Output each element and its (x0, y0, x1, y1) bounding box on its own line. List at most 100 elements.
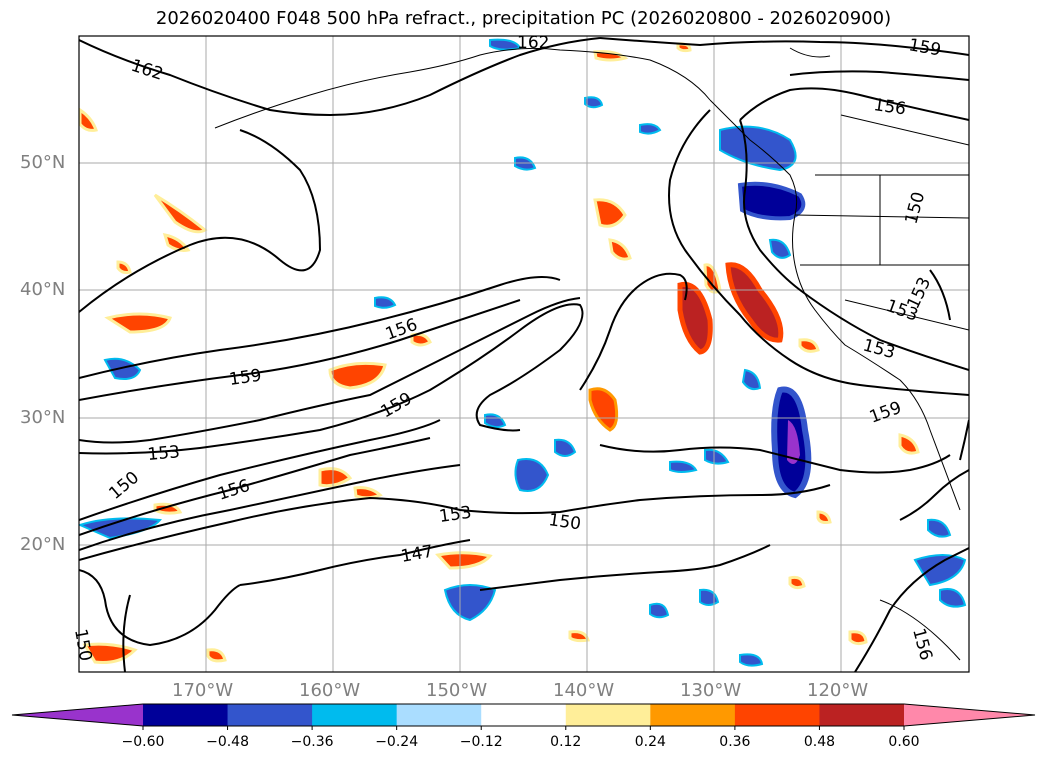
colorbar-segment (396, 704, 482, 726)
precip-blob (435, 551, 493, 570)
colorbar-tick-label: 0.12 (550, 734, 582, 750)
colorbar-segment (819, 704, 905, 726)
contour-label: 159 (378, 389, 416, 423)
lon-label-160w: 160°W (299, 680, 361, 701)
precip-blob (103, 357, 142, 380)
lon-label-150w: 150°W (426, 680, 488, 701)
colorbar-tick-label: 0.24 (634, 734, 666, 750)
precip-blob (162, 233, 191, 252)
colorbar-tick-label: −0.12 (459, 734, 503, 750)
contour-label: 159 (867, 398, 904, 428)
contour-label-group: 162 162 159 156 156 159 153 150 156 159 … (70, 33, 942, 663)
colorbar-segment (227, 704, 313, 726)
contour-label: 150 (70, 627, 95, 662)
precip-blob (116, 260, 132, 274)
lon-label-130w: 130°W (680, 680, 742, 701)
precip-blob (353, 486, 383, 500)
precip-blob (484, 413, 507, 429)
colorbar (11, 703, 1036, 730)
lat-label-20n: 20°N (20, 534, 66, 555)
contour-label: 153 (438, 503, 473, 527)
precip-blob (554, 438, 577, 457)
contour-lines (79, 37, 969, 672)
contour-label: 147 (399, 542, 434, 567)
colorbar-segment (650, 704, 736, 726)
colorbar-tick-label: 0.48 (803, 734, 836, 750)
precip-blob (79, 107, 98, 132)
plot-frame (78, 35, 970, 673)
precip-positive-areas (79, 42, 920, 664)
precip-blob (153, 502, 183, 515)
graticule (79, 36, 969, 672)
precip-blob (593, 50, 629, 62)
contour-label: 156 (215, 476, 252, 505)
precip-blob (704, 448, 730, 465)
coastlines (214, 47, 969, 661)
precip-blob (677, 281, 713, 355)
precip-blob (639, 123, 662, 135)
precip-blob (669, 460, 698, 473)
colorbar-segment (143, 704, 229, 726)
precip-blob (739, 653, 764, 667)
colorbar-segment (565, 704, 651, 726)
precip-blob (328, 361, 387, 390)
contour-label: 153 (861, 336, 898, 364)
map-title: 2026020400 F048 500 hPa refract., precip… (155, 8, 892, 29)
precip-blob (374, 296, 397, 309)
colorbar-tick-label: −0.24 (375, 734, 419, 750)
contour-label: 159 (228, 366, 263, 390)
precip-blob (939, 588, 967, 608)
precip-blob (104, 312, 172, 334)
precip-blob (649, 602, 670, 619)
colorbar-tick-label: 0.36 (719, 734, 751, 750)
contour-label: 150 (902, 190, 930, 227)
precip-blob (318, 467, 353, 488)
precip-blob (927, 518, 952, 538)
precip-blob (848, 630, 868, 646)
precip-blob (489, 38, 522, 51)
precip-blob (443, 584, 497, 622)
precip-blob (787, 420, 800, 464)
precip-blob (608, 238, 632, 261)
precip-blob (816, 510, 832, 524)
colorbar-tick-label: −0.48 (206, 734, 249, 750)
precip-negative-areas (79, 38, 967, 667)
contour-label: 150 (105, 468, 143, 504)
colorbar-segment (312, 704, 398, 726)
contour-label: 153 (903, 274, 935, 312)
precip-blob (206, 648, 227, 663)
precip-blob (584, 96, 604, 109)
precip-blob (153, 193, 208, 234)
precip-blob (514, 156, 537, 171)
contour-label: 162 (128, 56, 165, 85)
precip-blob (737, 181, 806, 221)
contour-label: 159 (907, 35, 942, 60)
colorbar-segment (734, 704, 820, 726)
precip-blob (898, 433, 920, 455)
lon-label-140w: 140°W (553, 680, 615, 701)
colorbar-extend-high (904, 704, 1035, 726)
precip-blob (699, 588, 720, 606)
precip-blob (768, 238, 792, 259)
colorbar-extend-low (12, 704, 143, 726)
lat-label-40n: 40°N (20, 279, 66, 300)
contour-label: 162 (517, 33, 549, 53)
lon-label-120w: 120°W (807, 680, 869, 701)
colorbar-tick-label: 0.60 (888, 734, 920, 750)
contour-label: 150 (547, 510, 582, 534)
precip-blob (798, 338, 820, 353)
colorbar-tick-label: −0.36 (290, 734, 334, 750)
precip-blob (593, 198, 627, 228)
contour-label: 153 (147, 442, 181, 465)
precip-blob (514, 458, 550, 492)
contour-label: 156 (872, 95, 907, 119)
precip-blob (741, 368, 762, 391)
lat-label-50n: 50°N (20, 152, 66, 173)
lat-label-30n: 30°N (20, 407, 66, 428)
precip-blob (913, 554, 967, 587)
colorbar-segment (481, 704, 567, 726)
precip-blob (588, 387, 619, 432)
precip-blob (788, 575, 806, 590)
precip-blob (719, 125, 797, 172)
